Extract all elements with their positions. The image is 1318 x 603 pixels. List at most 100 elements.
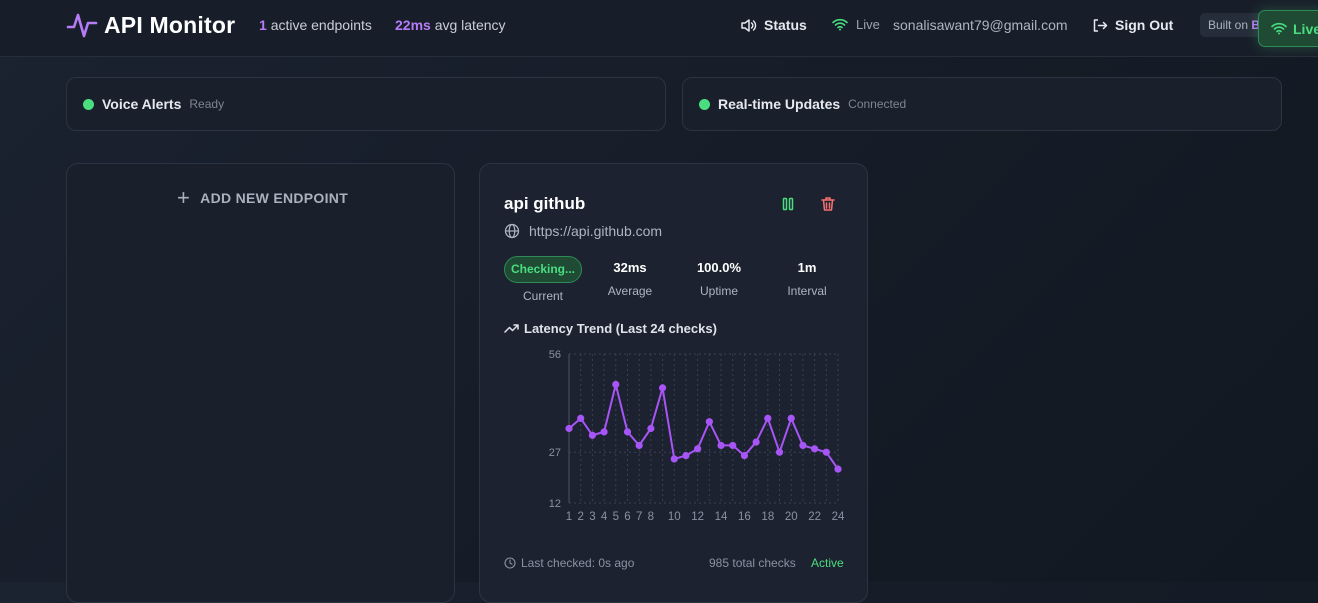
x-tick-label: 16 <box>738 511 751 523</box>
x-tick-label: 4 <box>601 511 608 523</box>
latency-data-point <box>717 441 725 450</box>
latency-data-point <box>577 414 585 422</box>
latency-trend-title-text: Latency Trend (Last 24 checks) <box>524 321 717 336</box>
add-endpoint-panel: + ADD NEW ENDPOINT <box>66 163 455 603</box>
user-email: sonalisawant79@gmail.com <box>893 17 1068 33</box>
latency-data-point <box>623 428 632 436</box>
y-tick-label: 27 <box>549 447 561 459</box>
endpoint-card: api github https://api.github.com Checki… <box>479 163 868 603</box>
top-header: API Monitor 1 active endpoints 22ms avg … <box>0 0 1318 57</box>
latency-data-point <box>588 431 596 439</box>
endpoint-url-text: https://api.github.com <box>529 223 663 239</box>
voice-alerts-card: Voice Alerts Ready <box>66 77 666 131</box>
latency-data-point <box>822 448 830 456</box>
sign-out-button[interactable]: Sign Out <box>1092 17 1173 33</box>
live-badge-label: Live <box>1293 20 1318 37</box>
avg-latency-stat: 22ms avg latency <box>395 17 506 33</box>
wifi-icon <box>832 18 848 31</box>
x-tick-label: 6 <box>624 511 630 523</box>
latency-data-point <box>694 445 702 453</box>
latency-data-point <box>682 451 690 460</box>
y-tick-label: 56 <box>549 349 561 361</box>
x-tick-label: 10 <box>668 511 681 523</box>
status-badge: Checking... <box>504 256 582 283</box>
live-indicator: Live <box>832 17 880 32</box>
sign-out-label: Sign Out <box>1115 17 1174 33</box>
active-endpoints-label: active endpoints <box>270 17 372 33</box>
endpoint-name: api github <box>504 194 586 213</box>
realtime-updates-status: Connected <box>848 97 907 111</box>
live-label: Live <box>856 17 880 32</box>
speaker-icon <box>741 18 757 32</box>
status-button[interactable]: Status <box>740 17 807 33</box>
brand[interactable]: API Monitor <box>66 10 235 40</box>
metric-value: 32ms <box>613 260 647 275</box>
realtime-updates-title: Real-time Updates <box>718 96 841 112</box>
x-tick-label: 8 <box>648 511 654 523</box>
trash-icon[interactable] <box>819 195 837 213</box>
wifi-icon <box>1271 22 1287 35</box>
active-endpoints-stat: 1 active endpoints <box>259 17 372 33</box>
latency-data-point <box>811 445 819 453</box>
metric-interval: 1m Interval <box>762 260 852 298</box>
clock-icon <box>504 557 516 569</box>
latency-data-point <box>729 441 737 450</box>
metric-average: 32ms Average <box>585 260 675 298</box>
metric-value: 100.0% <box>696 260 742 275</box>
metric-label: Uptime <box>699 284 738 298</box>
latency-data-point <box>752 438 760 446</box>
latency-data-point <box>658 384 667 392</box>
status-label: Status <box>764 17 807 33</box>
x-tick-label: 7 <box>636 511 642 523</box>
x-tick-label: 22 <box>808 511 821 523</box>
pulse-logo-icon <box>66 13 98 38</box>
y-tick-label: 12 <box>549 498 561 510</box>
plus-icon: + <box>177 185 191 210</box>
latency-data-point <box>775 448 784 456</box>
total-checks: 985 total checks <box>709 556 796 570</box>
metric-label: Interval <box>787 284 827 298</box>
avg-latency-label: avg latency <box>434 17 506 33</box>
latency-data-point <box>740 451 749 460</box>
latency-series-line <box>568 383 839 470</box>
current-label: Current <box>522 289 563 303</box>
app-title: API Monitor <box>104 11 236 38</box>
last-checked: Last checked: 0s ago <box>504 556 634 570</box>
latency-data-point <box>635 441 643 450</box>
x-tick-label: 2 <box>577 511 583 523</box>
pause-icon[interactable] <box>780 196 796 212</box>
realtime-updates-card: Real-time Updates Connected <box>682 77 1282 131</box>
latency-trend-title: Latency Trend (Last 24 checks) <box>504 321 717 336</box>
metric-value: 1m <box>797 260 817 275</box>
endpoint-url: https://api.github.com <box>504 223 662 239</box>
sign-out-icon <box>1093 18 1108 32</box>
latency-data-point <box>670 455 678 463</box>
latency-data-point <box>764 414 772 422</box>
x-tick-label: 5 <box>613 511 619 523</box>
latency-data-point <box>565 424 573 433</box>
latency-data-point <box>705 418 713 426</box>
built-on-prefix: Built on <box>1208 18 1252 32</box>
active-endpoints-count: 1 <box>259 17 267 33</box>
x-tick-label: 1 <box>566 511 572 523</box>
latency-data-point <box>787 414 795 422</box>
add-endpoint-label: ADD NEW ENDPOINT <box>200 190 349 206</box>
live-badge[interactable]: Live <box>1258 10 1318 47</box>
x-tick-label: 12 <box>691 511 704 523</box>
x-tick-label: 18 <box>761 511 774 523</box>
x-tick-label: 24 <box>832 511 845 523</box>
avg-latency-value: 22ms <box>395 17 431 33</box>
voice-alerts-status: Ready <box>189 97 225 111</box>
last-checked-text: Last checked: 0s ago <box>521 556 635 570</box>
latency-data-point <box>612 380 620 389</box>
metric-uptime: 100.0% Uptime <box>674 260 764 298</box>
add-endpoint-button[interactable]: + ADD NEW ENDPOINT <box>177 185 349 210</box>
latency-data-point <box>647 424 655 433</box>
status-dot-icon <box>83 98 94 110</box>
metric-label: Average <box>607 284 653 298</box>
globe-icon <box>504 223 520 239</box>
endpoint-state: Active <box>811 556 844 570</box>
latency-data-point <box>799 441 807 450</box>
latency-data-point <box>834 465 842 473</box>
